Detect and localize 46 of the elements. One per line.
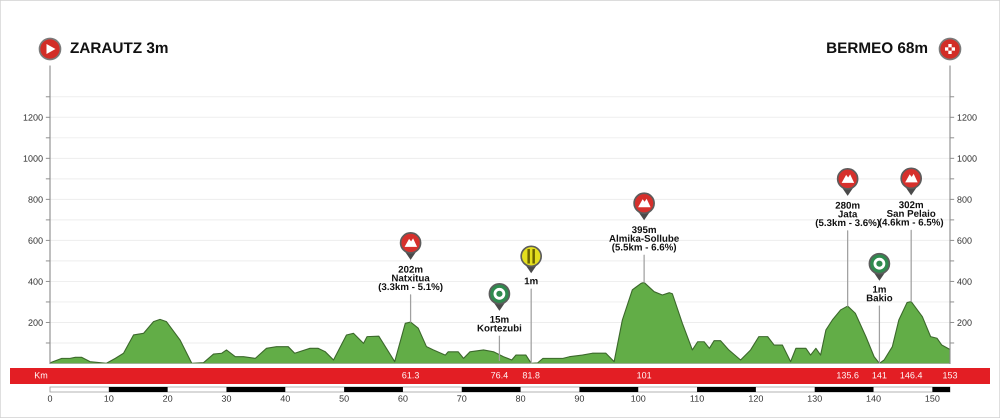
x-tick-label: 140 [866, 395, 881, 402]
x-tick-label: 80 [516, 395, 526, 402]
y-tick-label: 1200 [24, 114, 43, 121]
y-tick-label: 600 [28, 237, 43, 244]
x-tick-label: 70 [457, 395, 466, 402]
x-tick-label: 60 [398, 395, 408, 402]
y-tick-label: 200 [28, 319, 43, 326]
annotation: 302m San Pelaio (4.6km - 6.5%) [879, 201, 944, 228]
x-tick-label: 40 [280, 395, 290, 402]
annotation: 1m Bakio [866, 286, 892, 302]
y-tick-label: 1000 [24, 155, 43, 162]
x-tick-label: 110 [690, 395, 704, 402]
x2-axis-title: Km [34, 372, 48, 378]
x2-tick-label: 146.4 [900, 372, 922, 378]
annotation: 395m Almika-Sollube (5.5km - 6.6%) [609, 226, 679, 252]
x-tick-label: 0 [48, 395, 52, 402]
x-tick-label: 10 [104, 395, 114, 402]
y2-tick-label: 800 [957, 196, 972, 203]
x-tick-label: 30 [222, 395, 232, 402]
y2-tick-label: 600 [957, 237, 972, 244]
y2-tick-label: 200 [957, 319, 972, 326]
annotation: 280m Jata (5.3km - 3.6%) [816, 202, 880, 228]
y-tick-label: 400 [28, 278, 43, 285]
x2-tick-label: 153 [943, 372, 958, 378]
text: ZARAUTZ 3m [70, 42, 168, 54]
x2-tick-label: 101 [637, 372, 652, 378]
x2-tick-label: 135.6 [837, 372, 859, 378]
x-tick-label: 50 [339, 395, 349, 402]
x2-tick-label: 76.4 [491, 372, 508, 378]
x-tick-label: 150 [926, 395, 940, 402]
annotation: 15m Kortezubi [478, 316, 522, 332]
x-tick-label: 100 [631, 395, 646, 402]
y2-tick-label: 1000 [958, 155, 977, 162]
x-tick-label: 120 [749, 395, 764, 402]
x2-tick-label: 141 [872, 372, 887, 378]
annotation: 202m Natxitua (3.3km - 5.1%) [378, 266, 443, 292]
y2-tick-label: 400 [957, 278, 972, 285]
x-tick-label: 90 [574, 395, 584, 402]
x-tick-label: 20 [163, 395, 172, 402]
annotation: 1m [524, 278, 538, 284]
y2-tick-label: 1200 [958, 114, 977, 121]
x2-tick-label: 61.3 [402, 372, 419, 378]
y-tick-label: 800 [28, 196, 43, 203]
x-tick-label: 130 [808, 395, 822, 402]
x2-tick-label: 81.8 [522, 372, 540, 378]
text: BERMEO 68m [827, 42, 928, 54]
